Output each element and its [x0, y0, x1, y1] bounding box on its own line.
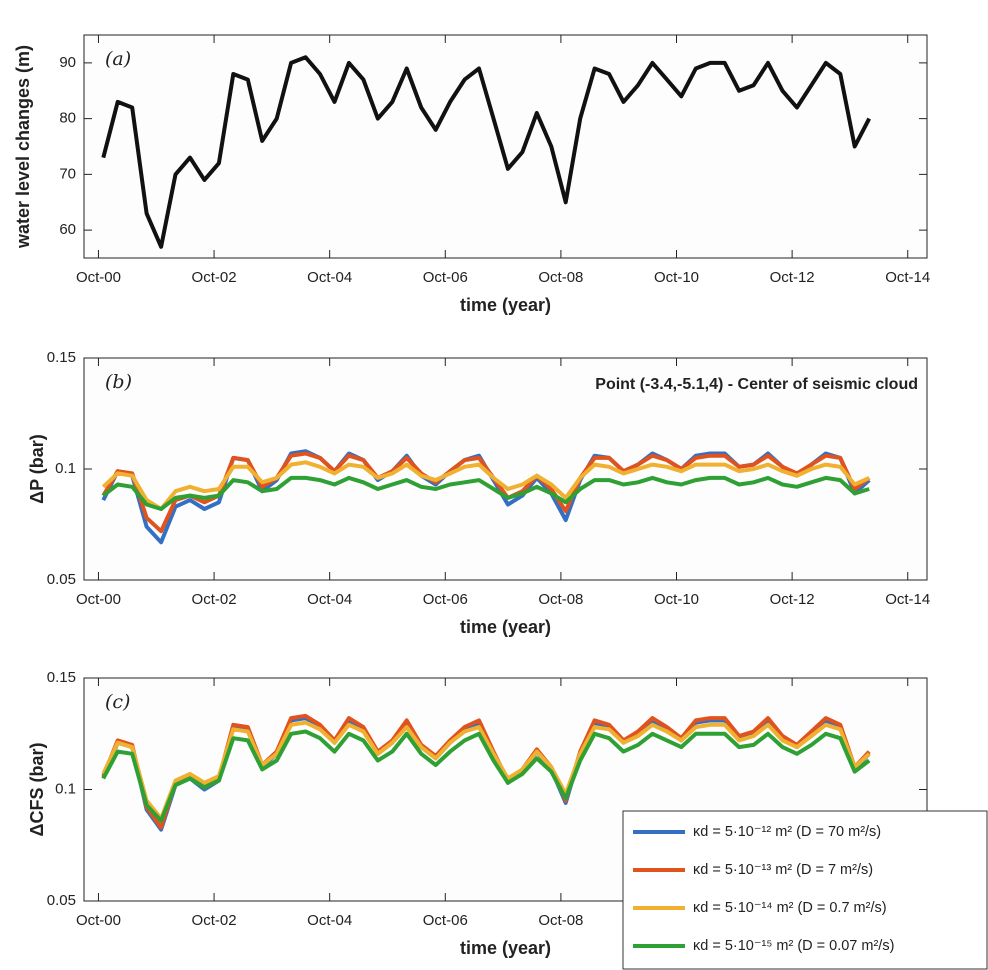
annotation: Point (-3.4,-5.1,4) - Center of seismic …: [595, 376, 918, 393]
legend-label: κd = 5·10⁻¹³ m² (D = 7 m²/s): [693, 862, 873, 878]
x-tick-label: Oct-02: [192, 912, 237, 929]
x-tick-label: Oct-14: [885, 269, 930, 286]
x-tick-label: Oct-04: [307, 591, 352, 608]
y-tick-label: 0.05: [47, 571, 76, 588]
y-axis-label: water level changes (m): [13, 45, 33, 249]
x-tick-label: Oct-14: [885, 591, 930, 608]
y-axis-label: ΔP (bar): [27, 434, 47, 504]
y-axis-label: ΔCFS (bar): [27, 743, 47, 837]
y-tick-label: 0.1: [55, 460, 76, 477]
data-line: [102, 475, 870, 511]
y-tick-label: 0.15: [47, 349, 76, 366]
plot-frame: [83, 34, 928, 259]
x-tick-label: Oct-00: [76, 912, 121, 929]
x-tick-label: Oct-10: [654, 591, 699, 608]
x-tick-label: Oct-06: [423, 912, 468, 929]
x-tick-label: Oct-06: [423, 269, 468, 286]
x-tick-label: Oct-06: [423, 591, 468, 608]
legend-box: [622, 810, 988, 970]
x-axis-label: time (year): [460, 617, 551, 637]
data-line: [101, 729, 871, 823]
plot-frame: [83, 357, 928, 581]
data-line: [101, 451, 871, 534]
x-axis-label: time (year): [460, 938, 551, 958]
panel-label: (b): [105, 371, 132, 393]
data-line: [101, 460, 871, 511]
y-tick-label: 90: [59, 54, 76, 71]
x-tick-label: Oct-04: [307, 269, 352, 286]
x-tick-label: Oct-04: [307, 912, 352, 929]
y-tick-label: 60: [59, 221, 76, 238]
x-tick-label: Oct-08: [538, 912, 583, 929]
plot-frame: [83, 677, 928, 902]
y-tick-label: 0.1: [55, 780, 76, 797]
x-tick-label: Oct-02: [192, 269, 237, 286]
x-tick-label: Oct-00: [76, 269, 121, 286]
data-line: [101, 720, 871, 821]
x-tick-label: Oct-08: [538, 591, 583, 608]
y-tick-label: 0.05: [47, 892, 76, 909]
x-tick-label: Oct-12: [770, 269, 815, 286]
y-tick-label: 70: [59, 165, 76, 182]
x-tick-label: Oct-12: [770, 591, 815, 608]
plot-area: [84, 35, 927, 258]
y-tick-label: 0.15: [47, 669, 76, 686]
legend-label: κd = 5·10⁻¹⁵ m² (D = 0.07 m²/s): [693, 938, 894, 954]
x-tick-label: Oct-08: [538, 269, 583, 286]
x-axis-label: time (year): [460, 295, 551, 315]
x-tick-label: Oct-02: [192, 591, 237, 608]
y-tick-label: 80: [59, 110, 76, 127]
legend-label: κd = 5·10⁻¹⁴ m² (D = 0.7 m²/s): [693, 900, 887, 916]
panel-label: (a): [105, 48, 131, 70]
x-tick-label: Oct-00: [76, 591, 121, 608]
x-tick-label: Oct-10: [654, 269, 699, 286]
legend-label: κd = 5·10⁻¹² m² (D = 70 m²/s): [693, 824, 881, 840]
legend: κd = 5·10⁻¹² m² (D = 70 m²/s) κd = 5·10⁻¹…: [622, 810, 988, 970]
panel-label: (c): [105, 691, 130, 713]
data-line: [101, 55, 871, 249]
